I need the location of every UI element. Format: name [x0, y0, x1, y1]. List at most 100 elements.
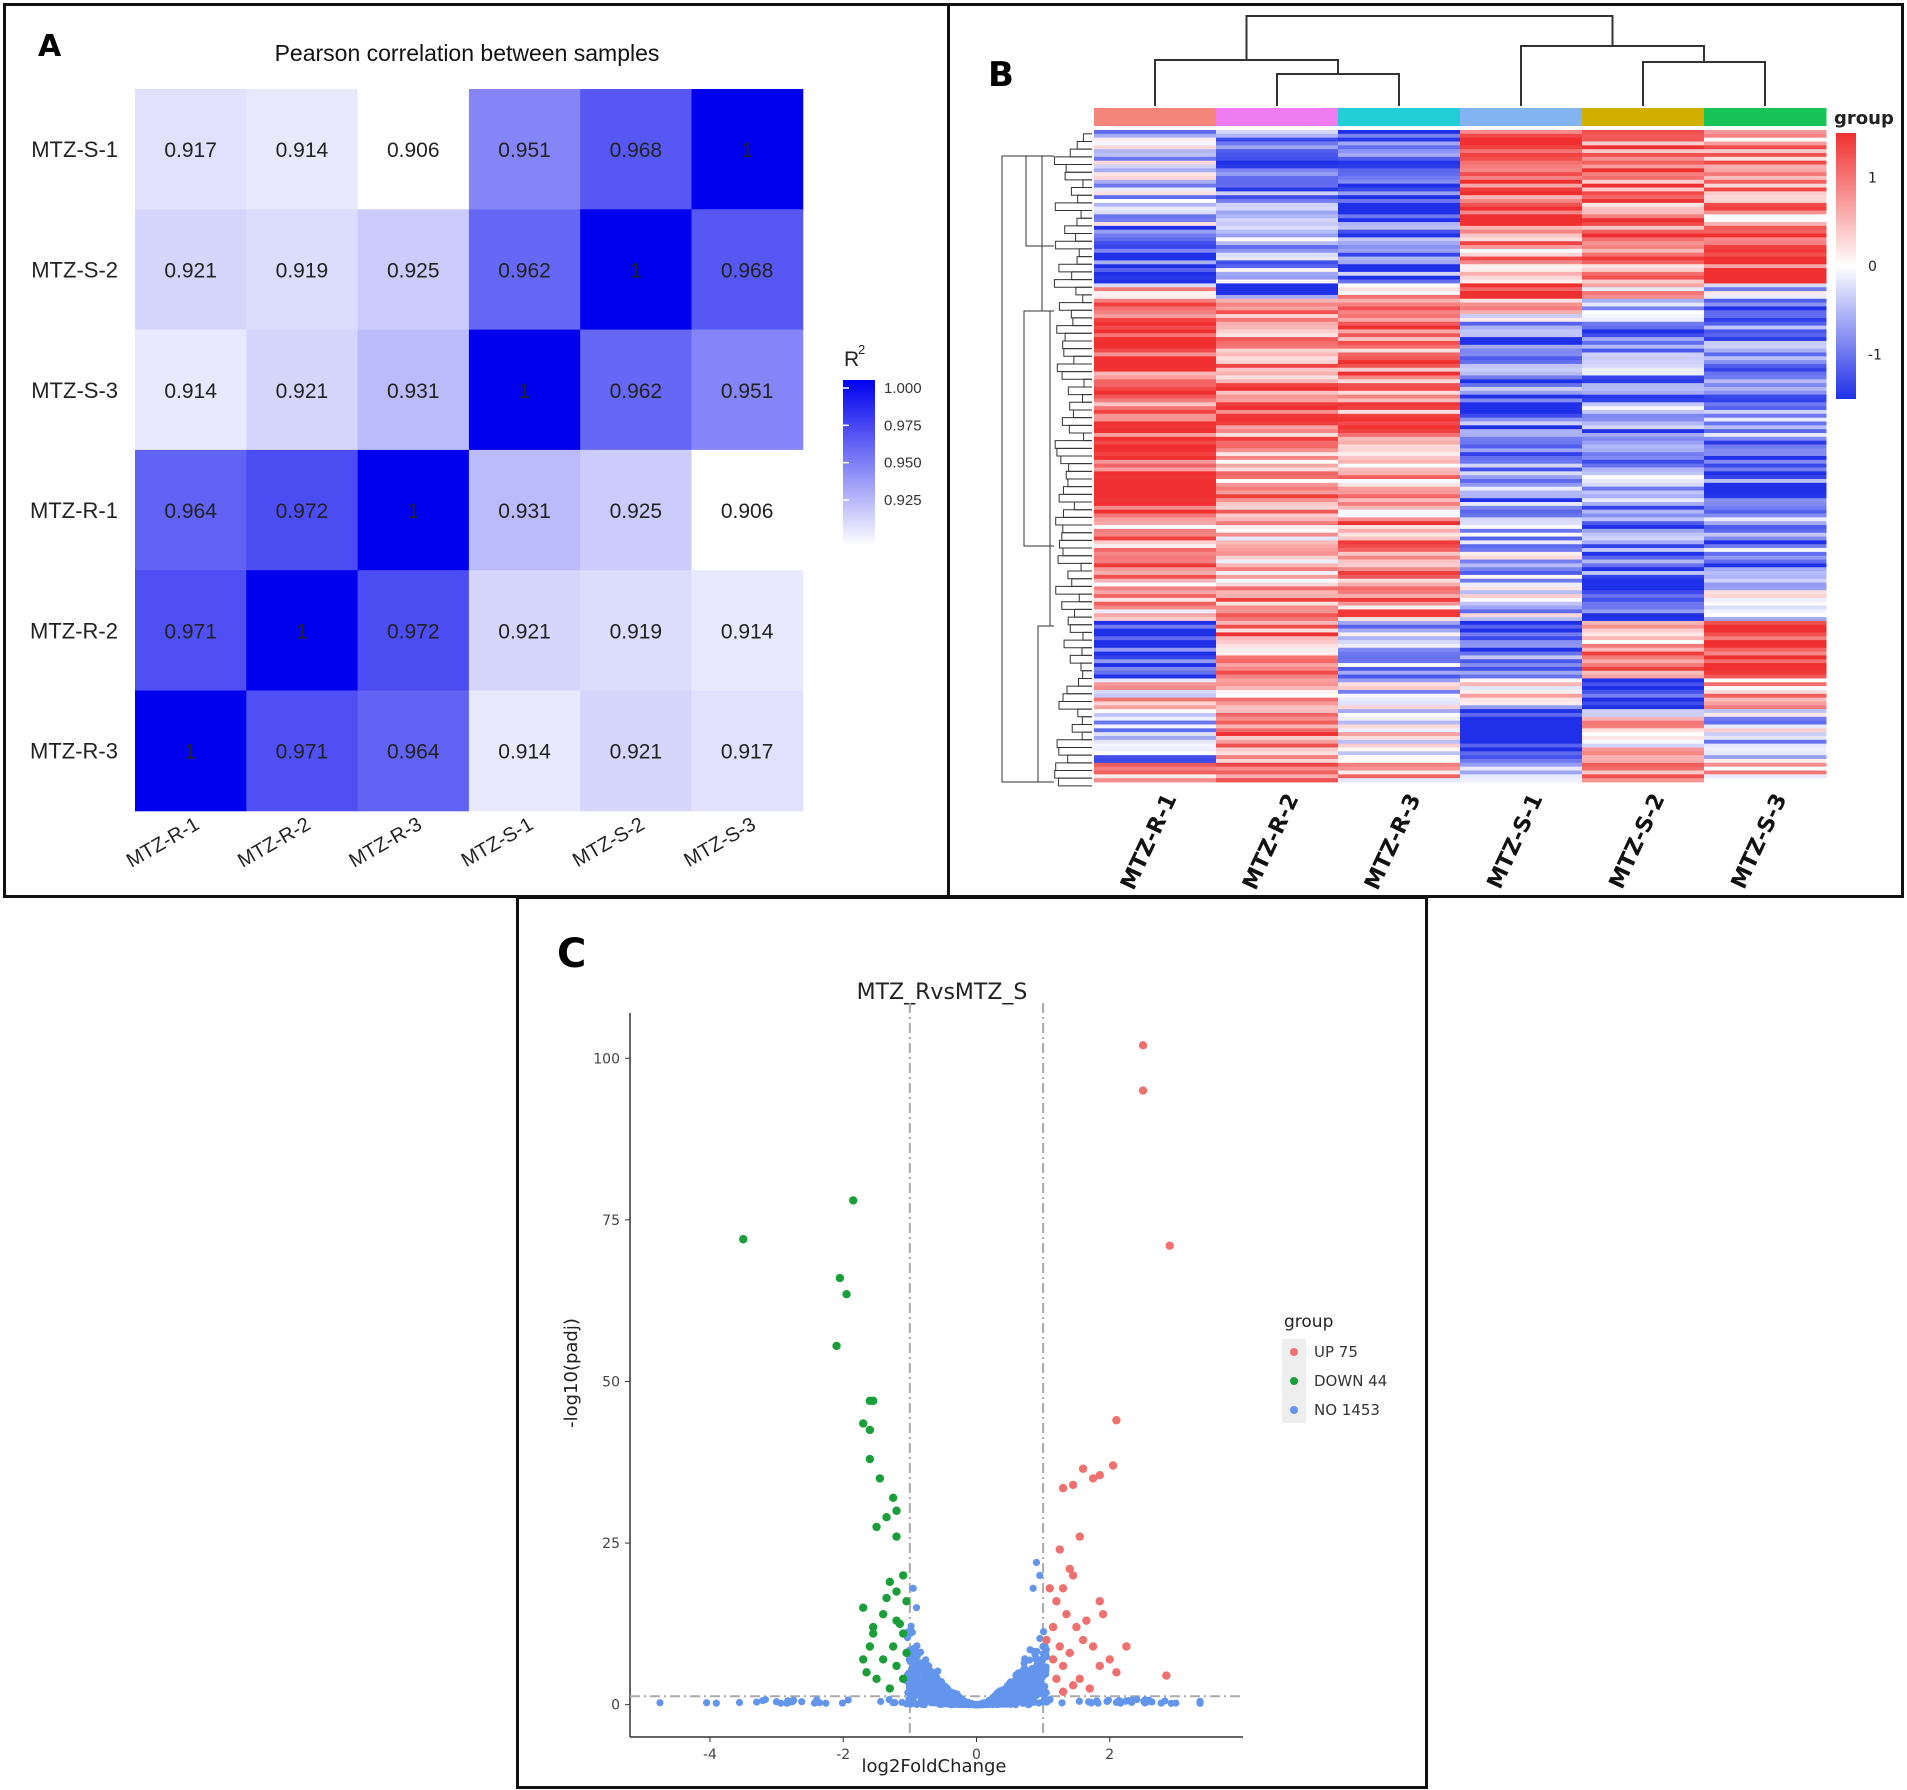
down-point [898, 1571, 908, 1580]
legend-key-dot [1290, 1377, 1298, 1385]
up-point [1088, 1642, 1098, 1651]
dendrogram-branch [1082, 670, 1092, 679]
heatmap-row-cell [1582, 256, 1705, 261]
no-point [1115, 1697, 1123, 1705]
heatmap-row-cell [1704, 283, 1827, 288]
heatmap-row-cell [1704, 302, 1827, 307]
heatmap-row-cell [1094, 260, 1217, 265]
heatmap-row-cell [1460, 260, 1583, 265]
heatmap-row-cell [1704, 260, 1827, 265]
dendrogram-branch [1245, 15, 1614, 60]
heatmap-row-cell [1338, 176, 1461, 181]
heatmap-row-cell [1704, 386, 1827, 392]
heatmap-row-cell [1460, 176, 1583, 181]
heatmap-row-cell [1582, 367, 1705, 373]
heatmap-row-cell [1094, 505, 1217, 511]
heatmap-row-cell [1582, 452, 1705, 457]
heatmap-row-cell [1704, 130, 1827, 135]
heatmap-row-cell [1216, 179, 1339, 185]
heatmap-row-cell [1094, 329, 1217, 334]
heatmap-row-cell [1094, 712, 1217, 718]
heatmap-row-cell [1338, 482, 1461, 488]
no-point [1026, 1646, 1034, 1654]
heatmap-row-cell [1216, 459, 1339, 465]
heatmap-row-cell [1704, 141, 1827, 146]
dendrogram-branch [1054, 440, 1092, 449]
heatmap-row-cell [1704, 172, 1827, 177]
heatmap-row-cell [1582, 751, 1705, 756]
heatmap-row-cell [1216, 363, 1339, 369]
heatmap-row-cell [1704, 720, 1827, 725]
no-point [1041, 1689, 1050, 1697]
heatmap-row-cell [1704, 712, 1827, 718]
heatmap-row-cell [1704, 528, 1827, 534]
heatmap-row-cell [1460, 329, 1583, 334]
heatmap-row-cell [1460, 153, 1583, 158]
heatmap-row-cell [1460, 643, 1583, 649]
x-tick-label: 0 [972, 1747, 981, 1763]
heatmap-row-cell [1338, 643, 1461, 649]
heatmap-cell-value: 0.931 [498, 500, 551, 523]
heatmap-row-cell [1704, 758, 1827, 764]
no-point [1148, 1698, 1156, 1706]
heatmap-row-cell [1338, 766, 1461, 771]
heatmap-cell-value: 0.914 [164, 380, 217, 403]
heatmap-row-cell [1094, 183, 1217, 188]
heatmap-row-cell [1460, 463, 1583, 468]
heatmap-row-cell [1582, 317, 1705, 323]
dendrogram-branch [1076, 256, 1092, 265]
heatmap-row-cell [1460, 486, 1583, 491]
heatmap-row-cell [1704, 705, 1827, 710]
heatmap-row-cell [1094, 421, 1217, 426]
heatmap-row-cell [1704, 574, 1827, 580]
heatmap-row-cell [1216, 233, 1339, 238]
heatmap-row-cell [1704, 248, 1827, 254]
heatmap-row-cell [1216, 770, 1339, 775]
heatmap-row-cell [1094, 291, 1217, 296]
heatmap-row-cell [1704, 640, 1827, 645]
heatmap-row-cell [1338, 551, 1461, 557]
dendrogram-branch [1077, 708, 1092, 718]
heatmap-row-cell [1216, 751, 1339, 756]
heatmap-row-cell [1704, 724, 1827, 729]
heatmap-row-cell [1460, 210, 1583, 215]
no-point [1024, 1698, 1032, 1706]
no-point [815, 1699, 824, 1707]
heatmap-row-cell [1216, 195, 1339, 200]
y-tick-label: 50 [602, 1374, 620, 1390]
heatmap-row-cell [1460, 394, 1583, 399]
heatmap-row-cell [1094, 728, 1217, 733]
heatmap-cell [246, 89, 359, 210]
dendrogram-branch [1058, 539, 1092, 549]
heatmap-row-cell [1216, 655, 1339, 660]
heatmap-row-cell [1460, 747, 1583, 752]
heatmap-row-cell [1216, 329, 1339, 334]
heatmap-row-cell [1338, 386, 1461, 392]
heatmap-row-cell [1094, 544, 1217, 549]
heatmap-row-cell [1338, 179, 1461, 185]
heatmap-row-cell [1338, 739, 1461, 745]
heatmap-row-cell [1704, 363, 1827, 369]
heatmap-row-cell [1582, 463, 1705, 468]
heatmap-row-cell [1216, 386, 1339, 392]
heatmap-row-cell [1338, 394, 1461, 399]
heatmap-row-cell [1338, 379, 1461, 384]
heatmap-row-cell [1338, 755, 1461, 760]
up-point [1088, 1474, 1098, 1483]
heatmap-row-cell [1704, 490, 1827, 495]
heatmap-row-cell [1582, 310, 1705, 315]
heatmap-row-cell [1460, 344, 1583, 350]
heatmap-row-cell [1582, 183, 1705, 188]
heatmap-row-cell [1460, 505, 1583, 511]
heatmap-row-cell [1704, 149, 1827, 154]
no-point [907, 1700, 915, 1708]
heatmap-row-cell [1094, 475, 1217, 480]
heatmap-cell [580, 329, 692, 451]
dendrogram-branch [1081, 731, 1092, 741]
heatmap-row-cell [1094, 218, 1217, 223]
heatmap-row-cell [1216, 352, 1339, 357]
heatmap-row-cell [1338, 252, 1461, 257]
no-point [889, 1698, 897, 1707]
heatmap-row-cell [1094, 225, 1217, 231]
heatmap-row-cell [1094, 306, 1217, 311]
